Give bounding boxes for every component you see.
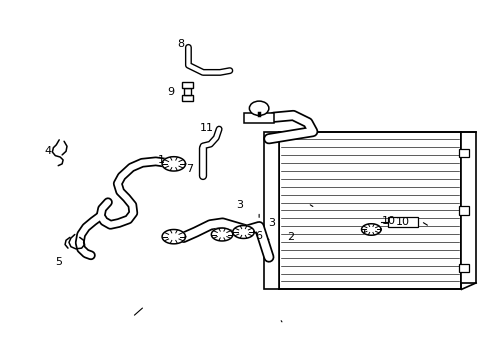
Text: 1: 1 [158, 155, 165, 165]
Text: 5: 5 [55, 257, 61, 267]
Text: 3: 3 [267, 218, 274, 228]
Bar [181, 82, 193, 88]
Bar [264, 132, 278, 289]
Text: 10: 10 [395, 217, 409, 226]
Text: 10: 10 [381, 216, 394, 226]
Bar [387, 217, 417, 226]
Bar [181, 95, 193, 101]
Text: 2: 2 [286, 232, 294, 242]
Circle shape [249, 101, 268, 116]
Polygon shape [361, 224, 380, 235]
Polygon shape [232, 226, 254, 238]
Text: 6: 6 [255, 231, 262, 240]
Bar [244, 113, 273, 123]
Text: 9: 9 [166, 87, 174, 97]
Bar [461, 132, 475, 283]
Text: 3: 3 [236, 200, 243, 210]
Text: 11: 11 [199, 123, 213, 133]
Text: 7: 7 [186, 164, 193, 174]
Polygon shape [211, 228, 232, 241]
Text: 8: 8 [177, 39, 184, 49]
Bar [458, 206, 468, 215]
Polygon shape [162, 157, 185, 171]
Bar [183, 88, 191, 95]
Polygon shape [162, 229, 185, 244]
Text: 4: 4 [45, 146, 52, 156]
Bar [278, 132, 461, 289]
Bar [458, 264, 468, 272]
Bar [458, 149, 468, 157]
